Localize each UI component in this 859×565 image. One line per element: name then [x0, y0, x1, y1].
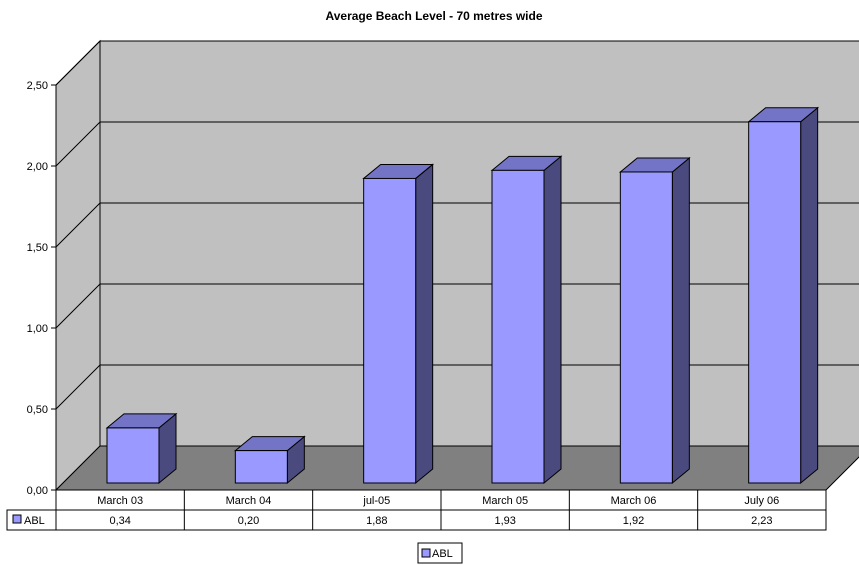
bar-side — [800, 106, 819, 485]
back-wall — [99, 40, 859, 447]
bar — [490, 155, 563, 485]
data-label: 0,20 — [238, 515, 259, 527]
bar-front — [234, 450, 288, 484]
gridline — [55, 121, 859, 167]
data-label: 1,92 — [623, 515, 644, 527]
y-tick-label: 2,00 — [27, 161, 48, 173]
bar — [362, 163, 435, 485]
x-tick-label: March 06 — [611, 495, 657, 507]
legend-key — [421, 548, 431, 558]
data-label: 0,34 — [109, 515, 130, 527]
gridline — [55, 283, 859, 329]
y-tick-label: 2,50 — [27, 80, 48, 92]
x-tick-label: March 05 — [482, 495, 528, 507]
y-tick-label: 1,00 — [27, 323, 48, 335]
bar-front — [619, 171, 673, 484]
x-tick-label: jul-05 — [362, 495, 390, 507]
bar-front — [491, 169, 545, 484]
data-label: 2,23 — [751, 515, 772, 527]
chart-title: Average Beach Level - 70 metres wide — [326, 9, 543, 23]
y-tick-label: 0,50 — [27, 404, 48, 416]
gridline — [55, 40, 859, 86]
data-label: 1,88 — [366, 515, 387, 527]
bar — [747, 106, 820, 485]
bar-front — [748, 121, 802, 484]
legend-label: ABL — [432, 548, 453, 560]
bar-side — [543, 155, 562, 485]
gridline — [55, 364, 859, 410]
bar-front — [363, 177, 417, 484]
y-tick-label: 0,00 — [27, 485, 48, 497]
bar — [233, 435, 306, 485]
table-legend-key — [12, 514, 22, 524]
table-series-label: ABL — [24, 515, 45, 527]
bar — [618, 156, 691, 485]
legend-box — [417, 542, 463, 564]
bar-front — [106, 427, 160, 484]
gridline — [55, 202, 859, 248]
bar-side — [671, 156, 690, 485]
x-tick-label: July 06 — [744, 495, 779, 507]
side-wall — [55, 39, 101, 492]
data-label: 1,93 — [494, 515, 515, 527]
x-tick-label: March 03 — [97, 495, 143, 507]
x-tick-label: March 04 — [226, 495, 272, 507]
y-tick-label: 1,50 — [27, 242, 48, 254]
bar-side — [415, 163, 434, 485]
bar — [105, 412, 178, 485]
